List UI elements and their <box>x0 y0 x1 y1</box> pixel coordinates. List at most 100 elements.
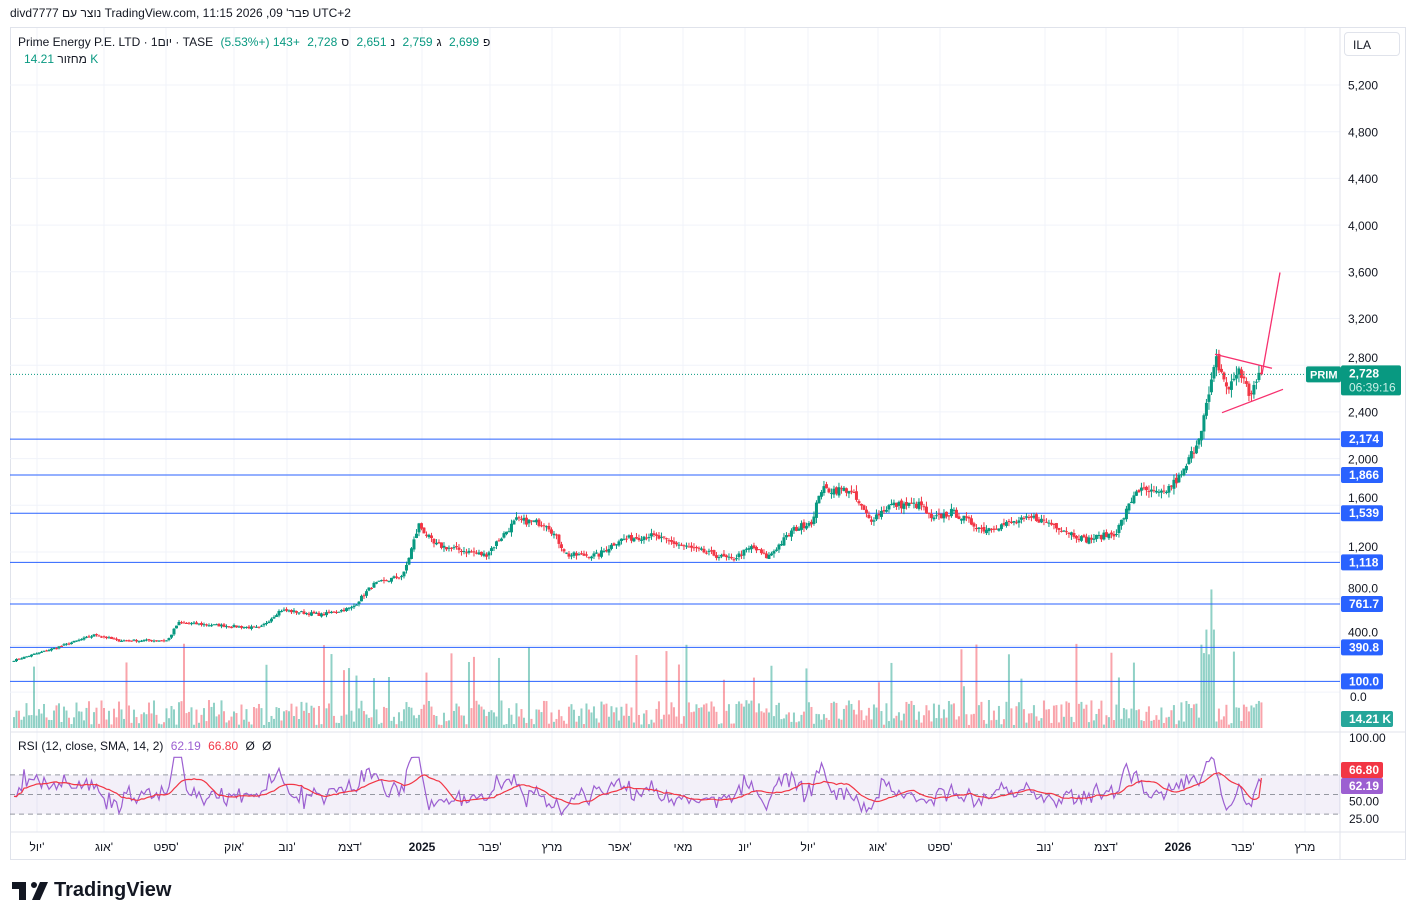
volume-bar <box>480 706 483 728</box>
volume-label: מחזור <box>57 52 87 66</box>
candle-body <box>49 648 53 651</box>
candle-body <box>517 517 521 519</box>
volume-bar <box>455 703 458 728</box>
volume-bar <box>1182 721 1185 728</box>
volume-bar <box>150 713 153 728</box>
candle-body <box>1187 457 1191 465</box>
candle-body <box>984 529 988 534</box>
high-value: 2,759 <box>402 35 433 49</box>
candle-body <box>279 611 283 613</box>
candle-body <box>1197 438 1201 445</box>
candle-body <box>632 538 636 542</box>
volume-bar <box>1195 703 1198 728</box>
volume-bar <box>435 715 438 728</box>
candle-body <box>234 625 238 628</box>
candle-body <box>422 527 426 534</box>
candle-body <box>644 537 648 539</box>
volume-bar <box>772 716 775 728</box>
volume-bar <box>490 710 493 728</box>
candle-body <box>219 624 223 627</box>
volume-bar <box>1080 701 1083 728</box>
volume-bar <box>787 712 790 728</box>
candle-body <box>617 541 621 546</box>
volume-bar <box>175 724 178 728</box>
volume-bar <box>990 720 993 728</box>
candle-body <box>707 550 711 552</box>
candle-body <box>247 626 251 629</box>
candle-body <box>524 517 528 525</box>
volume-bar <box>425 672 428 728</box>
candle-body <box>249 626 253 629</box>
volume-bar <box>1150 720 1153 728</box>
candle-body <box>209 625 213 627</box>
volume-bar <box>595 718 598 728</box>
candle-body <box>252 626 256 628</box>
candle-body <box>742 549 746 556</box>
volume-bar <box>1077 703 1080 728</box>
volume-bar <box>500 700 503 728</box>
candle-body <box>82 637 86 640</box>
volume-bar <box>72 717 75 728</box>
volume-bar <box>932 703 935 728</box>
volume-axis-label: 14.21 K <box>1349 712 1391 726</box>
volume-bar <box>567 706 570 728</box>
candle-body <box>839 488 843 490</box>
volume-bar <box>655 708 658 728</box>
level-label-bg <box>1341 467 1383 484</box>
volume-bar <box>1127 718 1130 728</box>
candle-body <box>177 621 181 626</box>
candle-body <box>407 557 411 565</box>
candle-body <box>687 546 691 548</box>
candle-body <box>44 650 48 652</box>
candle-body <box>244 626 248 628</box>
symbol-name[interactable]: Prime Energy P.E. LTD · 1יום · TASE <box>18 35 214 49</box>
candle-body <box>987 528 991 532</box>
volume-bar <box>880 711 883 728</box>
candle-body <box>277 611 281 616</box>
volume-bar <box>100 700 103 728</box>
candle-body <box>582 553 586 556</box>
candle-body <box>347 607 351 609</box>
candle-body <box>52 647 56 649</box>
volume-bar <box>667 714 670 728</box>
volume-bar <box>497 657 500 728</box>
candle-body <box>449 547 453 549</box>
volume-bar <box>430 706 433 728</box>
volume-bar <box>547 723 550 728</box>
volume-bar <box>1017 702 1020 728</box>
volume-bar <box>395 724 398 728</box>
volume-bar <box>1057 722 1060 728</box>
candle-body <box>32 653 36 655</box>
volume-bar <box>1032 705 1035 728</box>
volume-bar <box>1092 720 1095 728</box>
volume-bar <box>1242 704 1245 728</box>
candle-body <box>452 547 456 549</box>
candle-body <box>679 544 683 546</box>
volume-bar <box>1222 716 1225 728</box>
volume-bar <box>747 703 750 728</box>
volume-bar <box>432 714 435 728</box>
candle-body <box>157 640 161 642</box>
candle-body <box>1064 531 1068 533</box>
volume-bar <box>975 644 978 728</box>
candle-body <box>939 513 943 519</box>
candle-body <box>162 640 166 642</box>
candle-body <box>229 627 233 629</box>
candle-body <box>964 516 968 518</box>
volume-bar <box>690 712 693 728</box>
candle-body <box>994 528 998 530</box>
level-label-bg <box>1341 431 1383 448</box>
candle-body <box>1069 532 1073 536</box>
rsi-title[interactable]: RSI (12, close, SMA, 14, 2) <box>18 739 164 753</box>
volume-bar <box>780 719 783 728</box>
candle-body <box>327 611 331 613</box>
candle-body <box>84 636 88 638</box>
price-tick: 400.0 <box>1348 625 1378 639</box>
candle-body <box>1132 495 1136 504</box>
volume-bar <box>1255 703 1258 728</box>
candle-body <box>639 539 643 541</box>
currency-button[interactable]: ILA <box>1344 32 1400 56</box>
chart-frame <box>10 27 1406 860</box>
volume-bar <box>670 702 673 728</box>
